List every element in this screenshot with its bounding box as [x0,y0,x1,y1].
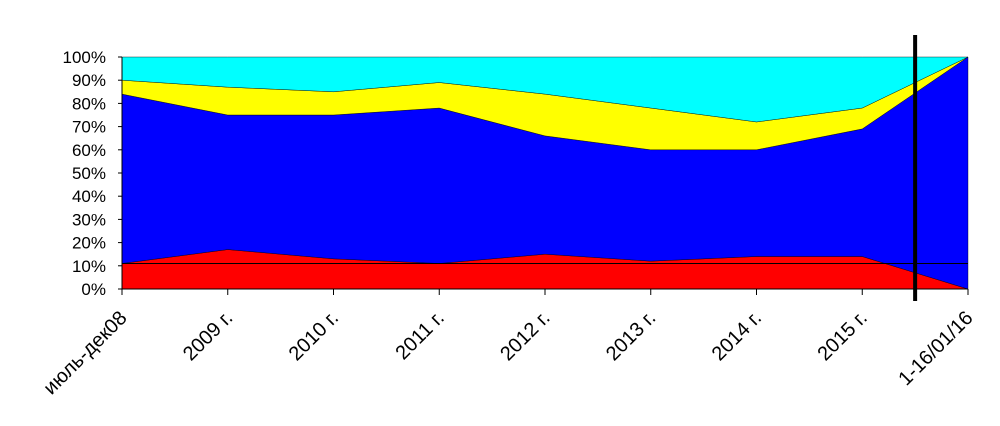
y-tick-label: 10% [72,257,106,276]
y-tick-label: 90% [72,71,106,90]
x-tick-label: 2014 г. [708,307,766,365]
y-tick-label: 50% [72,164,106,183]
y-tick-label: 30% [72,210,106,229]
y-tick-label: 100% [63,48,106,67]
x-tick-label: 2012 г. [496,307,554,365]
y-tick-label: 20% [72,234,106,253]
x-tick-label: 2015 г. [813,307,871,365]
y-tick-label: 60% [72,141,106,160]
x-tick-label: июль-дек08 [39,307,131,399]
y-tick-label: 80% [72,94,106,113]
y-tick-label: 70% [72,118,106,137]
y-tick-label: 40% [72,187,106,206]
x-tick-label: 2013 г. [602,307,660,365]
x-tick-label: 2010 г. [285,307,343,365]
x-tick-label: 1-16/01/16 [894,307,977,390]
x-tick-label: 2011 г. [392,307,449,364]
y-tick-label: 0% [81,280,106,299]
x-tick-label: 2009 г. [179,307,237,365]
